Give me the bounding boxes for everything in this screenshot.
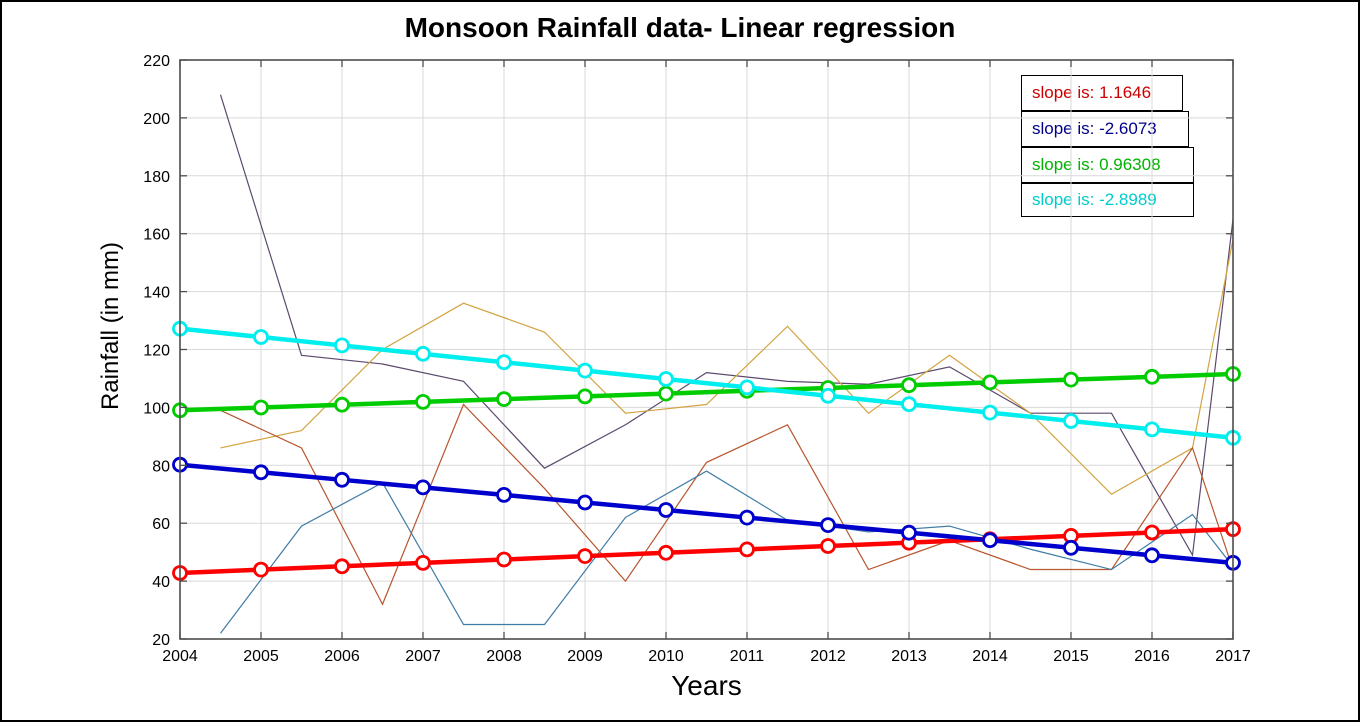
svg-text:140: 140 — [143, 285, 170, 302]
svg-text:160: 160 — [143, 227, 170, 244]
svg-text:120: 120 — [143, 343, 170, 360]
svg-text:2011: 2011 — [730, 648, 765, 665]
svg-text:2012: 2012 — [810, 648, 846, 665]
svg-text:200: 200 — [143, 111, 170, 128]
svg-text:2009: 2009 — [567, 648, 603, 665]
svg-text:40: 40 — [152, 574, 170, 591]
svg-text:60: 60 — [152, 516, 170, 533]
svg-text:2010: 2010 — [648, 648, 684, 665]
svg-text:2013: 2013 — [891, 648, 927, 665]
svg-text:2017: 2017 — [1215, 648, 1251, 665]
svg-text:2007: 2007 — [405, 648, 441, 665]
svg-text:2004: 2004 — [162, 648, 198, 665]
svg-text:2016: 2016 — [1134, 648, 1170, 665]
svg-text:2014: 2014 — [972, 648, 1008, 665]
svg-text:2008: 2008 — [486, 648, 522, 665]
svg-text:180: 180 — [143, 169, 170, 186]
svg-text:2005: 2005 — [243, 648, 279, 665]
svg-text:2006: 2006 — [324, 648, 360, 665]
svg-text:220: 220 — [143, 53, 170, 70]
svg-text:20: 20 — [152, 632, 170, 649]
svg-text:100: 100 — [143, 400, 170, 417]
svg-text:80: 80 — [152, 458, 170, 475]
svg-text:2015: 2015 — [1053, 648, 1089, 665]
